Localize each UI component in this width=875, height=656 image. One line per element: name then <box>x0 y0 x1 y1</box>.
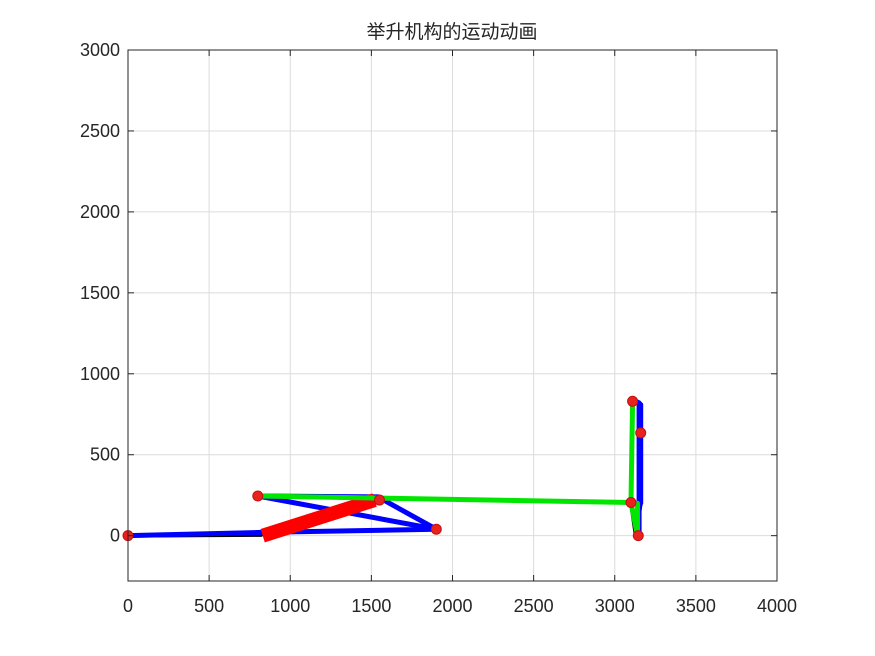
joint-markers <box>122 395 647 542</box>
mechanism-link-4 <box>255 493 634 505</box>
chart-title: 举升机构的运动动画 <box>366 21 537 43</box>
mechanism-link-8 <box>628 398 640 539</box>
x-tick-label: 2500 <box>514 596 554 616</box>
x-tick-label: 500 <box>194 596 224 616</box>
mechanism-link-1 <box>125 526 439 539</box>
y-tick-label: 1500 <box>80 283 120 303</box>
y-tick-label: 1000 <box>80 364 120 384</box>
y-tick-label: 0 <box>110 526 120 546</box>
y-tick-label: 3000 <box>80 40 120 60</box>
axis-ticks: 0 500 1000 1500 2000 2500 3000 3500 4000 0 500 1000… <box>80 40 797 616</box>
joint-marker-6 <box>632 530 644 542</box>
x-tick-label: 3000 <box>595 596 635 616</box>
joint-marker-2 <box>373 494 385 506</box>
x-tick-label: 4000 <box>757 596 797 616</box>
x-tick-label: 3500 <box>676 596 716 616</box>
joint-marker-3 <box>430 523 442 535</box>
joint-marker-1 <box>252 490 264 502</box>
y-tick-label: 2000 <box>80 202 120 222</box>
x-tick-label: 1500 <box>351 596 391 616</box>
joint-marker-4 <box>627 395 639 407</box>
y-tick-label: 500 <box>90 445 120 465</box>
y-tick-label: 2500 <box>80 121 120 141</box>
mechanism-link-3 <box>260 493 377 543</box>
x-tick-label: 0 <box>123 596 133 616</box>
x-tick-label: 1000 <box>270 596 310 616</box>
joint-marker-5 <box>635 427 647 439</box>
x-tick-label: 2000 <box>432 596 472 616</box>
joint-marker-7 <box>625 496 637 508</box>
